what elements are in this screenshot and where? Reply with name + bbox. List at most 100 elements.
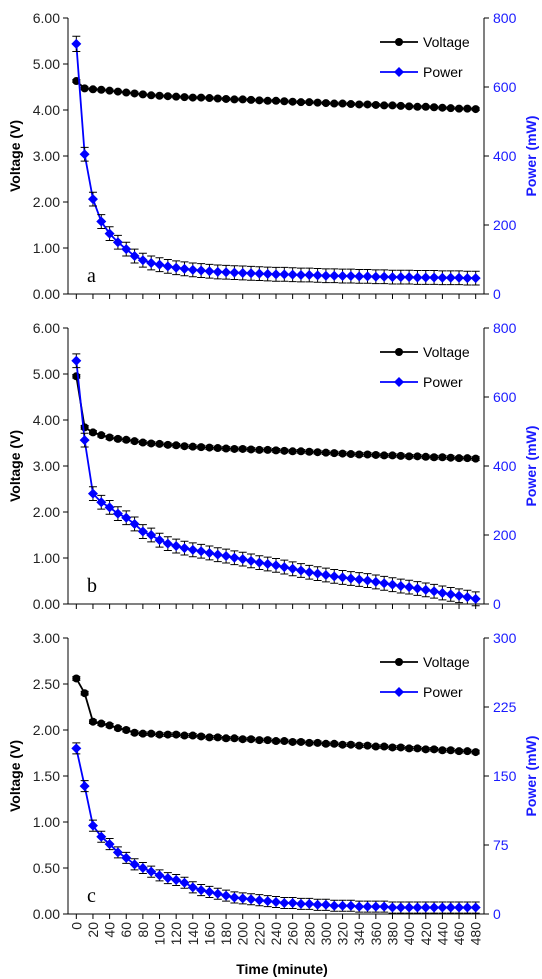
panel-c-power-point bbox=[229, 892, 240, 903]
panel-b-voltage-point bbox=[113, 434, 122, 443]
panel-c-xtick-label: 200 bbox=[235, 922, 251, 946]
panel-c-xtick-label: 360 bbox=[368, 922, 384, 946]
panel-b-voltage-point bbox=[180, 442, 189, 451]
panel-c-xtick-label: 220 bbox=[251, 922, 267, 946]
panel-b-legend-marker bbox=[394, 377, 404, 387]
panel-a-ytick-label: 4.00 bbox=[33, 102, 60, 118]
panel-b-power-point bbox=[295, 565, 306, 576]
panel-a-voltage-point bbox=[388, 101, 397, 110]
panel-b-power-point bbox=[129, 518, 140, 529]
panel-c-voltage-point bbox=[88, 717, 97, 726]
panel-a-power-point bbox=[271, 269, 281, 280]
panel-c-ytick-label: 0.00 bbox=[33, 906, 60, 922]
panel-c-xtick-label: 300 bbox=[318, 922, 334, 946]
panel-c-xtick-label: 380 bbox=[384, 922, 400, 946]
panel-a-power-point bbox=[387, 272, 398, 283]
panel-a-y2tick-label: 200 bbox=[493, 217, 517, 233]
panel-a-power-point bbox=[137, 255, 148, 266]
panel-c-voltage-point bbox=[405, 744, 414, 753]
panel-c-voltage-point bbox=[338, 740, 347, 749]
panel-b-voltage-point bbox=[222, 444, 231, 453]
panel-b-power-point bbox=[437, 587, 448, 598]
panel-c-voltage-point bbox=[455, 747, 464, 756]
panel-c-voltage-point bbox=[421, 745, 430, 754]
panel-a-voltage-point bbox=[180, 93, 189, 102]
panel-a-y-axis-label: Voltage (V) bbox=[7, 120, 23, 192]
panel-b-legend-label: Power bbox=[423, 374, 463, 390]
panel-c-power-point bbox=[429, 902, 440, 913]
panel-a-power-point bbox=[179, 263, 190, 274]
panel-b-power-point bbox=[287, 563, 298, 574]
panel-c-voltage-point bbox=[197, 732, 206, 741]
panel-c-voltage-point bbox=[80, 689, 89, 698]
panel-a-voltage-point bbox=[247, 95, 256, 104]
panel-a-ytick-label: 6.00 bbox=[33, 10, 60, 26]
panel-b-power-point bbox=[312, 568, 323, 579]
panel-c-xtick-label: 20 bbox=[85, 922, 101, 938]
panel-c-power-point bbox=[404, 902, 415, 913]
panel-c-voltage-point bbox=[205, 733, 214, 742]
panel-c-power-point bbox=[329, 900, 340, 911]
panel-c-y2-axis-label: Power (mW) bbox=[523, 736, 539, 817]
panel-b-power-point bbox=[329, 571, 340, 582]
panel-a-label: a bbox=[87, 265, 96, 287]
panel-a-voltage-point bbox=[138, 90, 147, 99]
panel-a-power-point bbox=[320, 270, 331, 281]
panel-b-power-point bbox=[229, 552, 240, 563]
panel-b-power-point bbox=[154, 535, 165, 546]
panel-c-voltage-point bbox=[138, 729, 147, 738]
panel-a-voltage-point bbox=[163, 92, 172, 101]
panel-c-power-point bbox=[179, 877, 190, 888]
panel-b-voltage-point bbox=[230, 444, 239, 453]
panel-a-voltage-point bbox=[346, 100, 355, 109]
panel-c-y2tick-label: 75 bbox=[493, 837, 509, 853]
panel-a-voltage-point bbox=[313, 98, 322, 107]
panel-a-ytick-label: 2.00 bbox=[33, 194, 60, 210]
panel-b-power-point bbox=[212, 549, 223, 560]
panel-c-xtick-label: 120 bbox=[168, 922, 184, 946]
panel-c-power-point bbox=[121, 852, 132, 863]
panel-a-legend-marker bbox=[395, 38, 403, 46]
panel-b-power-point bbox=[470, 593, 481, 604]
panel-c-power-point bbox=[462, 902, 473, 913]
panel-c-xtick-label: 340 bbox=[351, 922, 367, 946]
panel-a-voltage-point bbox=[321, 99, 330, 108]
panel-b-ytick-label: 0.00 bbox=[33, 596, 60, 612]
panel-a-power-point bbox=[146, 257, 157, 268]
panel-c-legend-marker bbox=[394, 687, 404, 697]
panel-b-voltage-point bbox=[296, 447, 305, 456]
panel-b-power-point bbox=[320, 570, 331, 581]
panel-a-power-point bbox=[354, 271, 365, 282]
panel-b-power-point bbox=[429, 586, 440, 597]
panel-a-voltage-point bbox=[430, 103, 439, 112]
panel-a-power-point bbox=[304, 270, 315, 281]
panel-b-y2tick-label: 800 bbox=[493, 320, 517, 336]
panel-b-voltage-point bbox=[446, 453, 455, 462]
panel-c-xtick-label: 100 bbox=[152, 922, 168, 946]
panel-b-power-point bbox=[221, 551, 232, 562]
panel-a-voltage-point bbox=[363, 100, 372, 109]
panel-c bbox=[63, 637, 489, 919]
panel-c-label: c bbox=[87, 885, 96, 907]
panel-c-xtick-label: 180 bbox=[218, 922, 234, 946]
panel-c-voltage-point bbox=[363, 741, 372, 750]
panel-c-power-point bbox=[254, 895, 265, 906]
panel-c-xtick-label: 140 bbox=[185, 922, 201, 946]
panel-a-voltage-point bbox=[405, 102, 414, 111]
panel-a-power-point bbox=[204, 266, 215, 277]
panel-b-voltage-point bbox=[288, 447, 297, 456]
panel-a-power-point bbox=[196, 265, 207, 276]
panel-a-power-point bbox=[121, 244, 132, 255]
panel-b-power-point bbox=[171, 541, 182, 552]
panel-a-power-point bbox=[312, 270, 323, 281]
panel-a-power-point bbox=[470, 273, 481, 284]
panel-c-voltage-point bbox=[163, 730, 172, 739]
panel-b-voltage-point bbox=[80, 423, 89, 432]
panel-a-power-point bbox=[437, 272, 448, 283]
panel-c-voltage-point bbox=[238, 735, 247, 744]
panel-c-xtick-label: 420 bbox=[418, 922, 434, 946]
panel-b-voltage-point bbox=[97, 431, 106, 440]
panel-a-voltage-point bbox=[330, 99, 339, 108]
panel-b-voltage-point bbox=[247, 445, 256, 454]
panel-c-y2tick-label: 0 bbox=[493, 906, 501, 922]
